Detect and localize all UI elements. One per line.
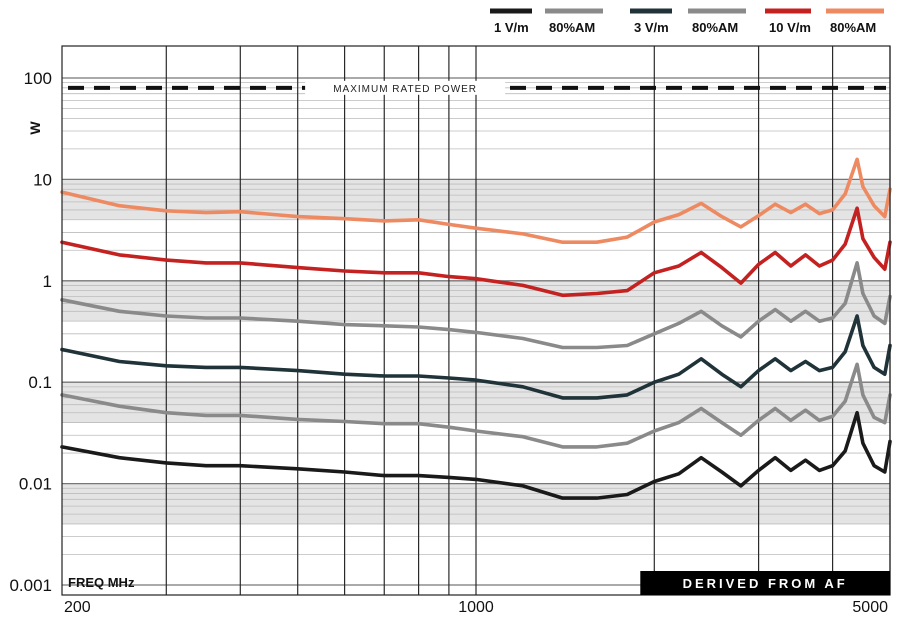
x-tick-label: 200: [64, 599, 91, 616]
y-tick-label: 1: [43, 272, 52, 291]
badge-background: [640, 571, 890, 595]
y-tick-label: 0.1: [28, 373, 52, 392]
max-rated-power-line: MAXIMUM RATED POWER: [68, 80, 886, 95]
legend-label: 80%AM: [692, 20, 738, 35]
series-lines: [60, 157, 892, 500]
y-tick-label: 100: [24, 69, 52, 88]
series-line-2: [60, 206, 892, 298]
reference-label-background: [305, 80, 506, 95]
legend-label: 3 V/m: [634, 20, 669, 35]
badge-text: DERIVED FROM AF: [683, 576, 848, 591]
y-tick-label: 0.001: [9, 576, 52, 595]
series-line-6: [60, 410, 892, 500]
series-line-1: [60, 157, 892, 244]
legend-label: 80%AM: [549, 20, 595, 35]
legend-label: 1 V/m: [494, 20, 529, 35]
legend: 1 V/m 80%AM 3 V/m 80%AM 10 V/m 80%AM: [490, 8, 884, 35]
y-tick-label: 10: [33, 170, 52, 189]
series-line-3: [60, 261, 892, 350]
plot-frame: [61, 45, 891, 596]
y-axis-label: W: [27, 121, 43, 135]
legend-label: 80%AM: [830, 20, 876, 35]
x-tick-label: 1000: [458, 599, 494, 616]
series-line-4: [60, 314, 892, 400]
derived-badge: DERIVED FROM AF: [640, 571, 890, 595]
y-tick-label: 0.01: [19, 475, 52, 494]
series-line-5: [60, 362, 892, 449]
legend-label: 10 V/m: [769, 20, 811, 35]
x-tick-label: 5000: [852, 599, 888, 616]
x-tick-labels: 200 1000 5000: [64, 599, 888, 616]
reference-label: MAXIMUM RATED POWER: [333, 84, 477, 95]
vertical-gridlines: [165, 46, 891, 595]
x-axis-label: FREQ MHz: [68, 575, 135, 590]
y-tick-labels: 100 10 1 0.1 0.01 0.001: [9, 69, 52, 595]
